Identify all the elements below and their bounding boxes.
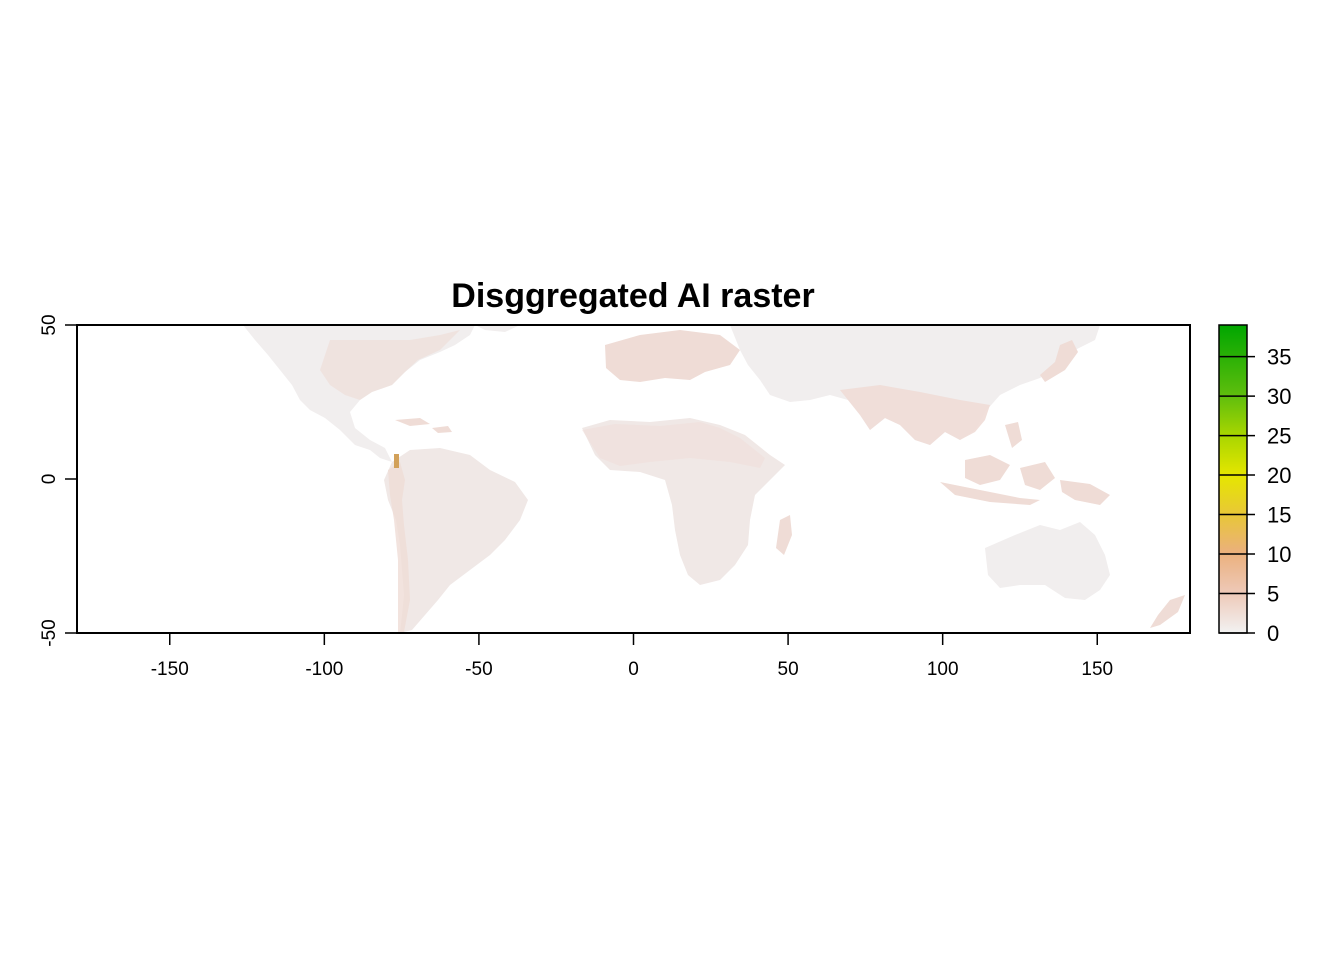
legend-tick-label: 20	[1267, 463, 1291, 488]
legend-tick-label: 30	[1267, 384, 1291, 409]
asia	[730, 325, 1100, 445]
africa-north	[582, 422, 765, 468]
y-tick-label: 0	[39, 474, 60, 485]
caribbean	[395, 418, 452, 433]
legend-tick-label: 0	[1267, 621, 1279, 646]
legend-tick-label: 35	[1267, 345, 1291, 370]
chart-title: Disggregated AI raster	[451, 277, 814, 315]
australia	[985, 522, 1110, 600]
southeast-asia-islands	[940, 422, 1110, 505]
x-tick-label: 150	[1081, 659, 1113, 680]
legend-colorbar	[1218, 324, 1248, 634]
eastern-north-america	[320, 330, 460, 400]
andes-west	[388, 462, 410, 632]
legend-tick-label: 25	[1267, 424, 1291, 449]
y-tick-label: 50	[39, 314, 60, 335]
x-tick-label: -100	[305, 659, 343, 680]
arctic-edge	[475, 325, 520, 332]
africa	[582, 418, 785, 585]
colombia-hotspot	[394, 454, 399, 468]
legend-tick-label: 10	[1267, 542, 1291, 567]
legend: 0 5 10 15 20 25 30 35	[1218, 324, 1291, 646]
x-tick-label: -150	[151, 659, 189, 680]
map-panel	[76, 324, 1191, 634]
legend-tick-label: 15	[1267, 503, 1291, 528]
south-america	[384, 448, 528, 633]
madagascar	[776, 515, 792, 555]
y-axis: -50 0 50	[39, 314, 78, 647]
japan	[1040, 340, 1078, 382]
x-tick-label: 50	[778, 659, 799, 680]
x-tick-label: -50	[465, 659, 492, 680]
land-raster	[243, 325, 1185, 633]
legend-ticks: 0 5 10 15 20 25 30 35	[1219, 345, 1291, 646]
new-zealand	[1150, 595, 1185, 628]
x-axis: -150 -100 -50 0 50 100 150	[151, 632, 1113, 680]
x-tick-label: 100	[927, 659, 959, 680]
y-tick-label: -50	[39, 619, 60, 646]
europe	[605, 330, 740, 382]
south-asia	[840, 385, 990, 445]
legend-tick-label: 5	[1267, 582, 1279, 607]
x-tick-label: 0	[628, 659, 639, 680]
